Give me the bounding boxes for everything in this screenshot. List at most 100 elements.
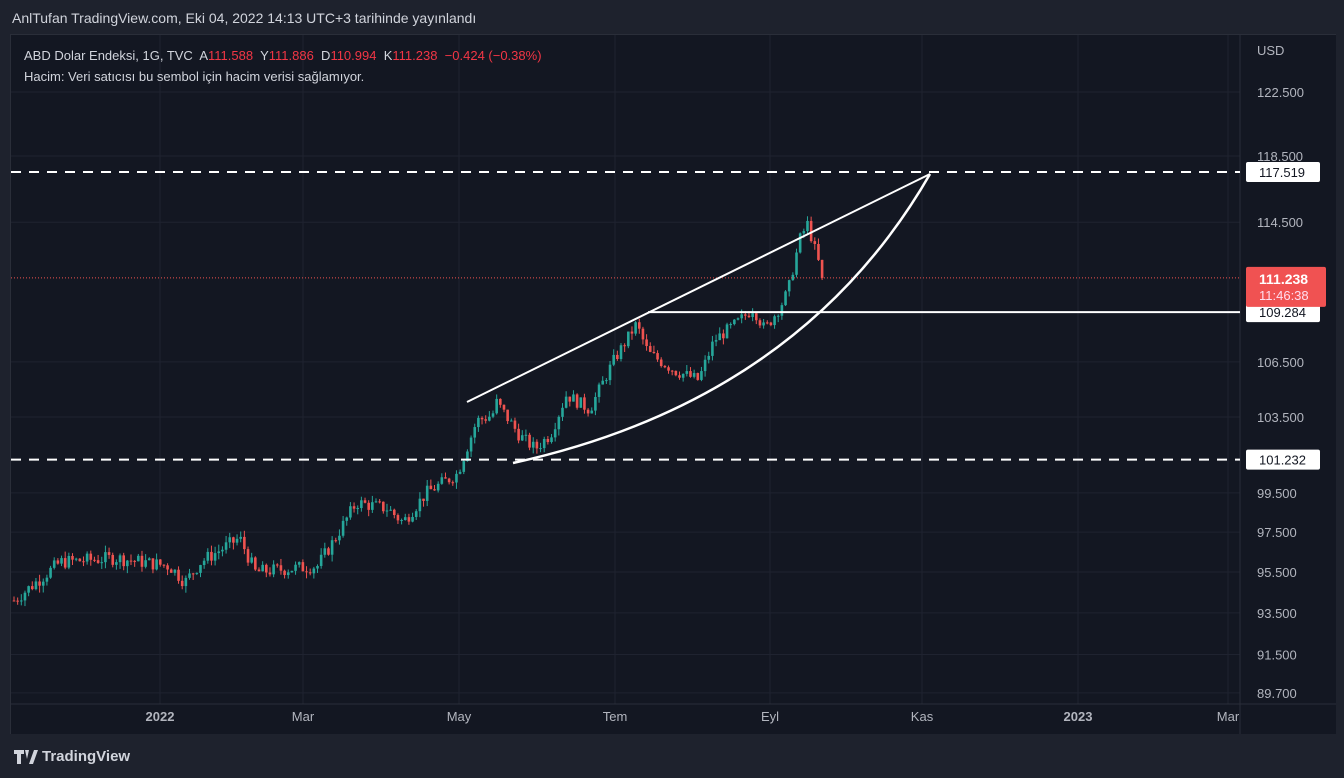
candle-body (433, 489, 436, 491)
ohlc-line: ABD Dolar Endeksi, 1G, TVC A111.588 Y111… (24, 45, 542, 66)
x-tick-label: Mar (1217, 709, 1240, 724)
candle-body (561, 407, 564, 417)
candle-body (440, 477, 444, 484)
candle-body (627, 331, 630, 347)
candle-body (133, 560, 136, 562)
candle-body (371, 502, 374, 510)
candle-body (323, 548, 327, 555)
candle-body (56, 560, 60, 564)
candle-body (678, 375, 681, 378)
candle-body (780, 305, 784, 316)
candle-body (539, 448, 542, 450)
candle-body (572, 394, 575, 402)
candle-body (722, 333, 725, 339)
candle-body (612, 354, 615, 365)
resistance-price-label (1246, 162, 1320, 183)
candle-body (89, 553, 93, 560)
candle-body (590, 410, 594, 414)
candle-body (283, 570, 286, 576)
candle-body (524, 434, 528, 436)
y-tick-label: 122.500 (1257, 85, 1304, 100)
candle-body (144, 560, 147, 567)
candle-body (806, 220, 809, 232)
candle-body (312, 568, 316, 574)
candle-body (414, 511, 418, 517)
candle-body (711, 341, 714, 356)
candle-body (301, 562, 305, 572)
candle-body (265, 564, 268, 573)
candle-body (294, 564, 297, 571)
candle-body (162, 564, 166, 566)
resistance-price-text: 117.519 (1259, 165, 1305, 180)
candle-body (458, 471, 462, 474)
candle-body (546, 438, 550, 443)
candle-body (118, 555, 122, 563)
candle-body (63, 558, 67, 568)
y-tick-label: 118.500 (1257, 149, 1303, 164)
y-tick-label: 99.500 (1257, 486, 1297, 501)
candle-body (473, 427, 477, 438)
candle-body (151, 558, 155, 570)
candle-body (407, 517, 411, 522)
candle-body (327, 548, 330, 555)
candle-body (275, 564, 279, 566)
candle-body (466, 451, 469, 462)
candle-body (776, 315, 780, 317)
candle-body (462, 461, 466, 472)
candle-body (341, 520, 345, 536)
candle-body (38, 581, 41, 586)
tradingview-brand[interactable]: TradingView (14, 748, 130, 765)
candle-body (224, 542, 228, 550)
candle-body (191, 573, 195, 575)
candle-body (349, 506, 352, 518)
candle-body (765, 322, 769, 324)
candle-body (20, 600, 23, 602)
symbol-title[interactable]: ABD Dolar Endeksi, 1G, TVC (24, 48, 193, 63)
y-tick-label: 114.500 (1257, 215, 1303, 230)
candle-body (692, 373, 696, 377)
candle-body (12, 600, 16, 602)
candle-body (272, 564, 275, 575)
candle-body (645, 339, 648, 347)
candle-body (659, 359, 663, 367)
candle-body (250, 557, 253, 563)
candle-body (499, 398, 502, 405)
candle-body (791, 274, 795, 281)
candle-body (316, 565, 319, 569)
candle-body (700, 371, 703, 380)
y-tick-label: 93.500 (1257, 606, 1297, 621)
x-tick-label: Eyl (761, 709, 779, 724)
candle-body (597, 384, 601, 397)
candle-body (707, 355, 711, 360)
candle-body (184, 577, 188, 587)
candle-body (411, 516, 414, 522)
candle-body (382, 501, 385, 512)
candle-body (82, 561, 85, 563)
open-label: A (199, 48, 209, 63)
candle-body (400, 520, 403, 522)
candle-body (217, 551, 221, 554)
candle-body (232, 537, 235, 543)
candle-body (798, 233, 802, 253)
tradingview-logo-icon (14, 749, 38, 764)
candle-body (619, 345, 623, 360)
candle-body (586, 409, 590, 414)
candle-body (107, 552, 111, 555)
candle-body (199, 565, 202, 573)
publish-info: AnlTufan TradingView.com, Eki 04, 2022 1… (12, 10, 477, 26)
candle-body (477, 417, 480, 428)
candle-body (268, 572, 272, 575)
candle-body (166, 565, 169, 570)
candle-body (616, 354, 619, 360)
candle-body (784, 291, 787, 306)
candle-body (542, 438, 546, 449)
candle-body (71, 555, 74, 560)
candle-body (235, 538, 239, 543)
candle-body (502, 404, 506, 410)
candle-body (469, 437, 473, 452)
last-price-label (1246, 266, 1326, 307)
breakout-price-label (1246, 302, 1320, 323)
candle-body (579, 397, 583, 408)
candle-body (180, 580, 184, 587)
